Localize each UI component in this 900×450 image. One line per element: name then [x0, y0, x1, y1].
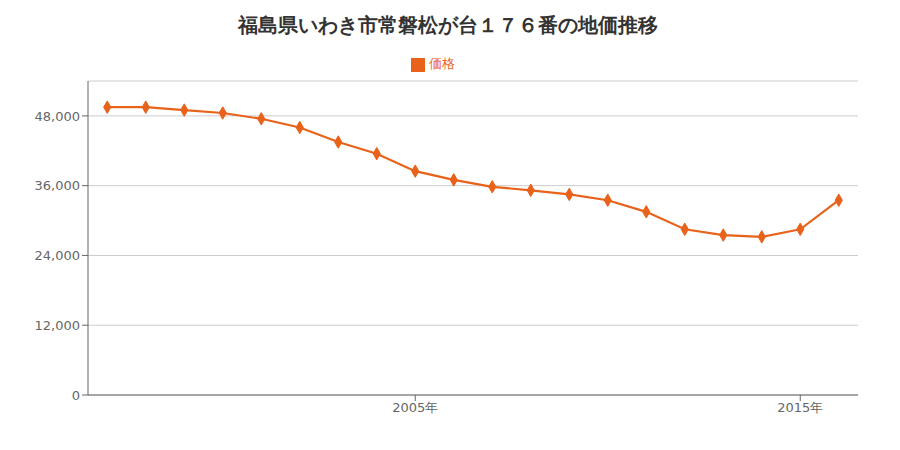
svg-text:12,000: 12,000 [35, 318, 81, 333]
html-text:福島県いわき市常磐松が台１７６番の地価推移: 福島県いわき市常磐松が台１７６番の地価推移 [238, 13, 658, 37]
html-text:価格: 価格 [429, 56, 455, 71]
svg-text:48,000: 48,000 [35, 109, 81, 124]
svg-text:24,000: 24,000 [35, 248, 81, 263]
svg-text:0: 0 [72, 388, 80, 403]
svg-text:2005年: 2005年 [392, 400, 438, 415]
svg-text:36,000: 36,000 [35, 178, 81, 193]
svg-text:2015年: 2015年 [777, 400, 823, 415]
